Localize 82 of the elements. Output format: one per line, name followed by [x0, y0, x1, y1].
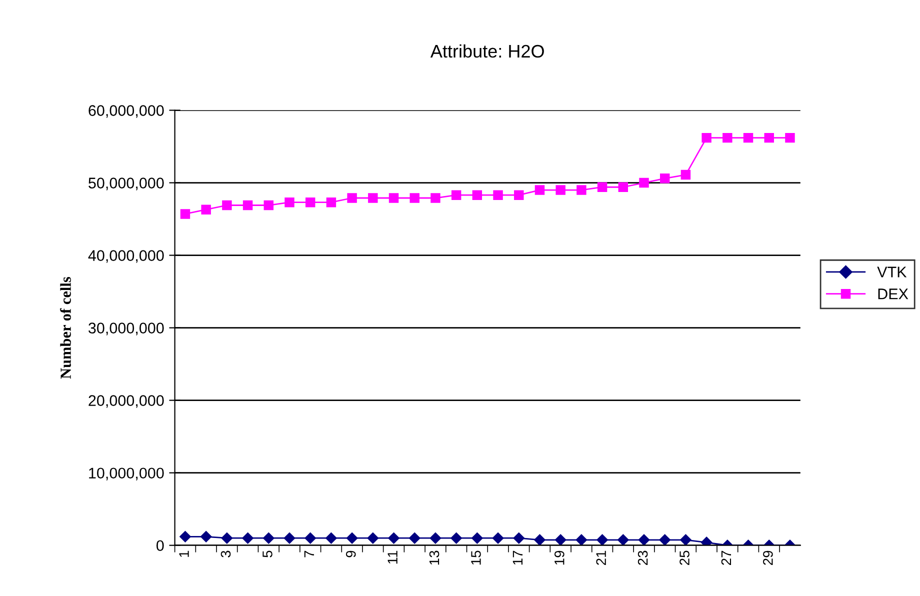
chart-title: Attribute: H2O — [430, 44, 544, 58]
point — [409, 532, 420, 544]
point — [410, 193, 420, 203]
point — [180, 209, 190, 219]
point — [430, 193, 440, 203]
point — [702, 132, 712, 143]
y-tick-label: 50,000,000 — [88, 178, 164, 190]
point — [305, 197, 316, 208]
point — [638, 534, 650, 546]
x-tick-label: 27 — [721, 550, 732, 565]
point — [785, 132, 795, 143]
x-tick-label: 9 — [346, 550, 356, 558]
y-tick-label: 30,000,000 — [88, 322, 164, 336]
x-tick-label: 25 — [680, 550, 690, 565]
point — [388, 532, 400, 544]
point — [514, 190, 524, 200]
y-tick-label: 40,000,000 — [88, 250, 164, 263]
point — [680, 170, 691, 180]
point — [534, 534, 546, 546]
point — [388, 193, 399, 203]
point — [576, 534, 588, 546]
point — [513, 532, 524, 544]
point — [700, 536, 712, 546]
y-tick-label: 60,000,000 — [88, 105, 164, 118]
x-tick-label: 3 — [220, 550, 231, 558]
x-tick-label: 1 — [179, 550, 189, 557]
y-tick-label: 0 — [156, 540, 164, 552]
point — [368, 193, 378, 203]
point — [450, 532, 462, 544]
point — [347, 193, 357, 203]
point — [263, 532, 274, 544]
x-tick-label: 21 — [596, 550, 606, 565]
x-tick-label: 7 — [304, 550, 314, 558]
point — [242, 532, 254, 544]
point — [264, 200, 274, 210]
point — [618, 534, 629, 546]
legend-label: VTK — [877, 266, 907, 278]
legend-label: DEX — [878, 288, 908, 300]
x-tick-label: 5 — [262, 550, 272, 558]
x-tick-label: 17 — [512, 550, 522, 565]
point — [451, 190, 462, 200]
point — [201, 204, 211, 214]
point — [618, 182, 628, 192]
point — [493, 190, 503, 200]
point — [639, 178, 649, 188]
x-tick-label: 29 — [763, 550, 773, 565]
x-tick-label: 15 — [471, 550, 481, 565]
point — [764, 132, 774, 143]
point — [367, 532, 379, 544]
point — [430, 532, 442, 544]
point — [556, 185, 566, 195]
x-tick-label: 11 — [388, 550, 398, 564]
point — [284, 197, 294, 208]
x-tick-label: 13 — [429, 550, 440, 565]
point — [221, 532, 233, 544]
point — [596, 534, 608, 546]
point — [200, 531, 212, 542]
point — [242, 200, 253, 210]
point — [284, 532, 296, 544]
x-tick-label: 19 — [554, 550, 564, 565]
y-tick-label: 20,000,000 — [88, 395, 164, 408]
x-tick-label: 23 — [638, 550, 648, 565]
point — [534, 185, 545, 195]
point — [722, 132, 732, 143]
point — [492, 532, 504, 544]
point — [472, 190, 482, 200]
point — [576, 185, 586, 195]
point — [222, 200, 232, 210]
y-axis-title: Number of cells — [60, 276, 71, 379]
y-tick-label: 10,000,000 — [89, 468, 164, 480]
point — [346, 532, 358, 544]
point — [597, 182, 608, 192]
point — [304, 532, 316, 544]
point — [659, 534, 670, 546]
point — [660, 174, 670, 184]
point — [743, 132, 754, 143]
point — [554, 534, 566, 546]
point — [180, 531, 191, 542]
point — [472, 532, 483, 544]
point — [680, 534, 692, 546]
point — [326, 197, 336, 208]
point — [326, 532, 337, 544]
